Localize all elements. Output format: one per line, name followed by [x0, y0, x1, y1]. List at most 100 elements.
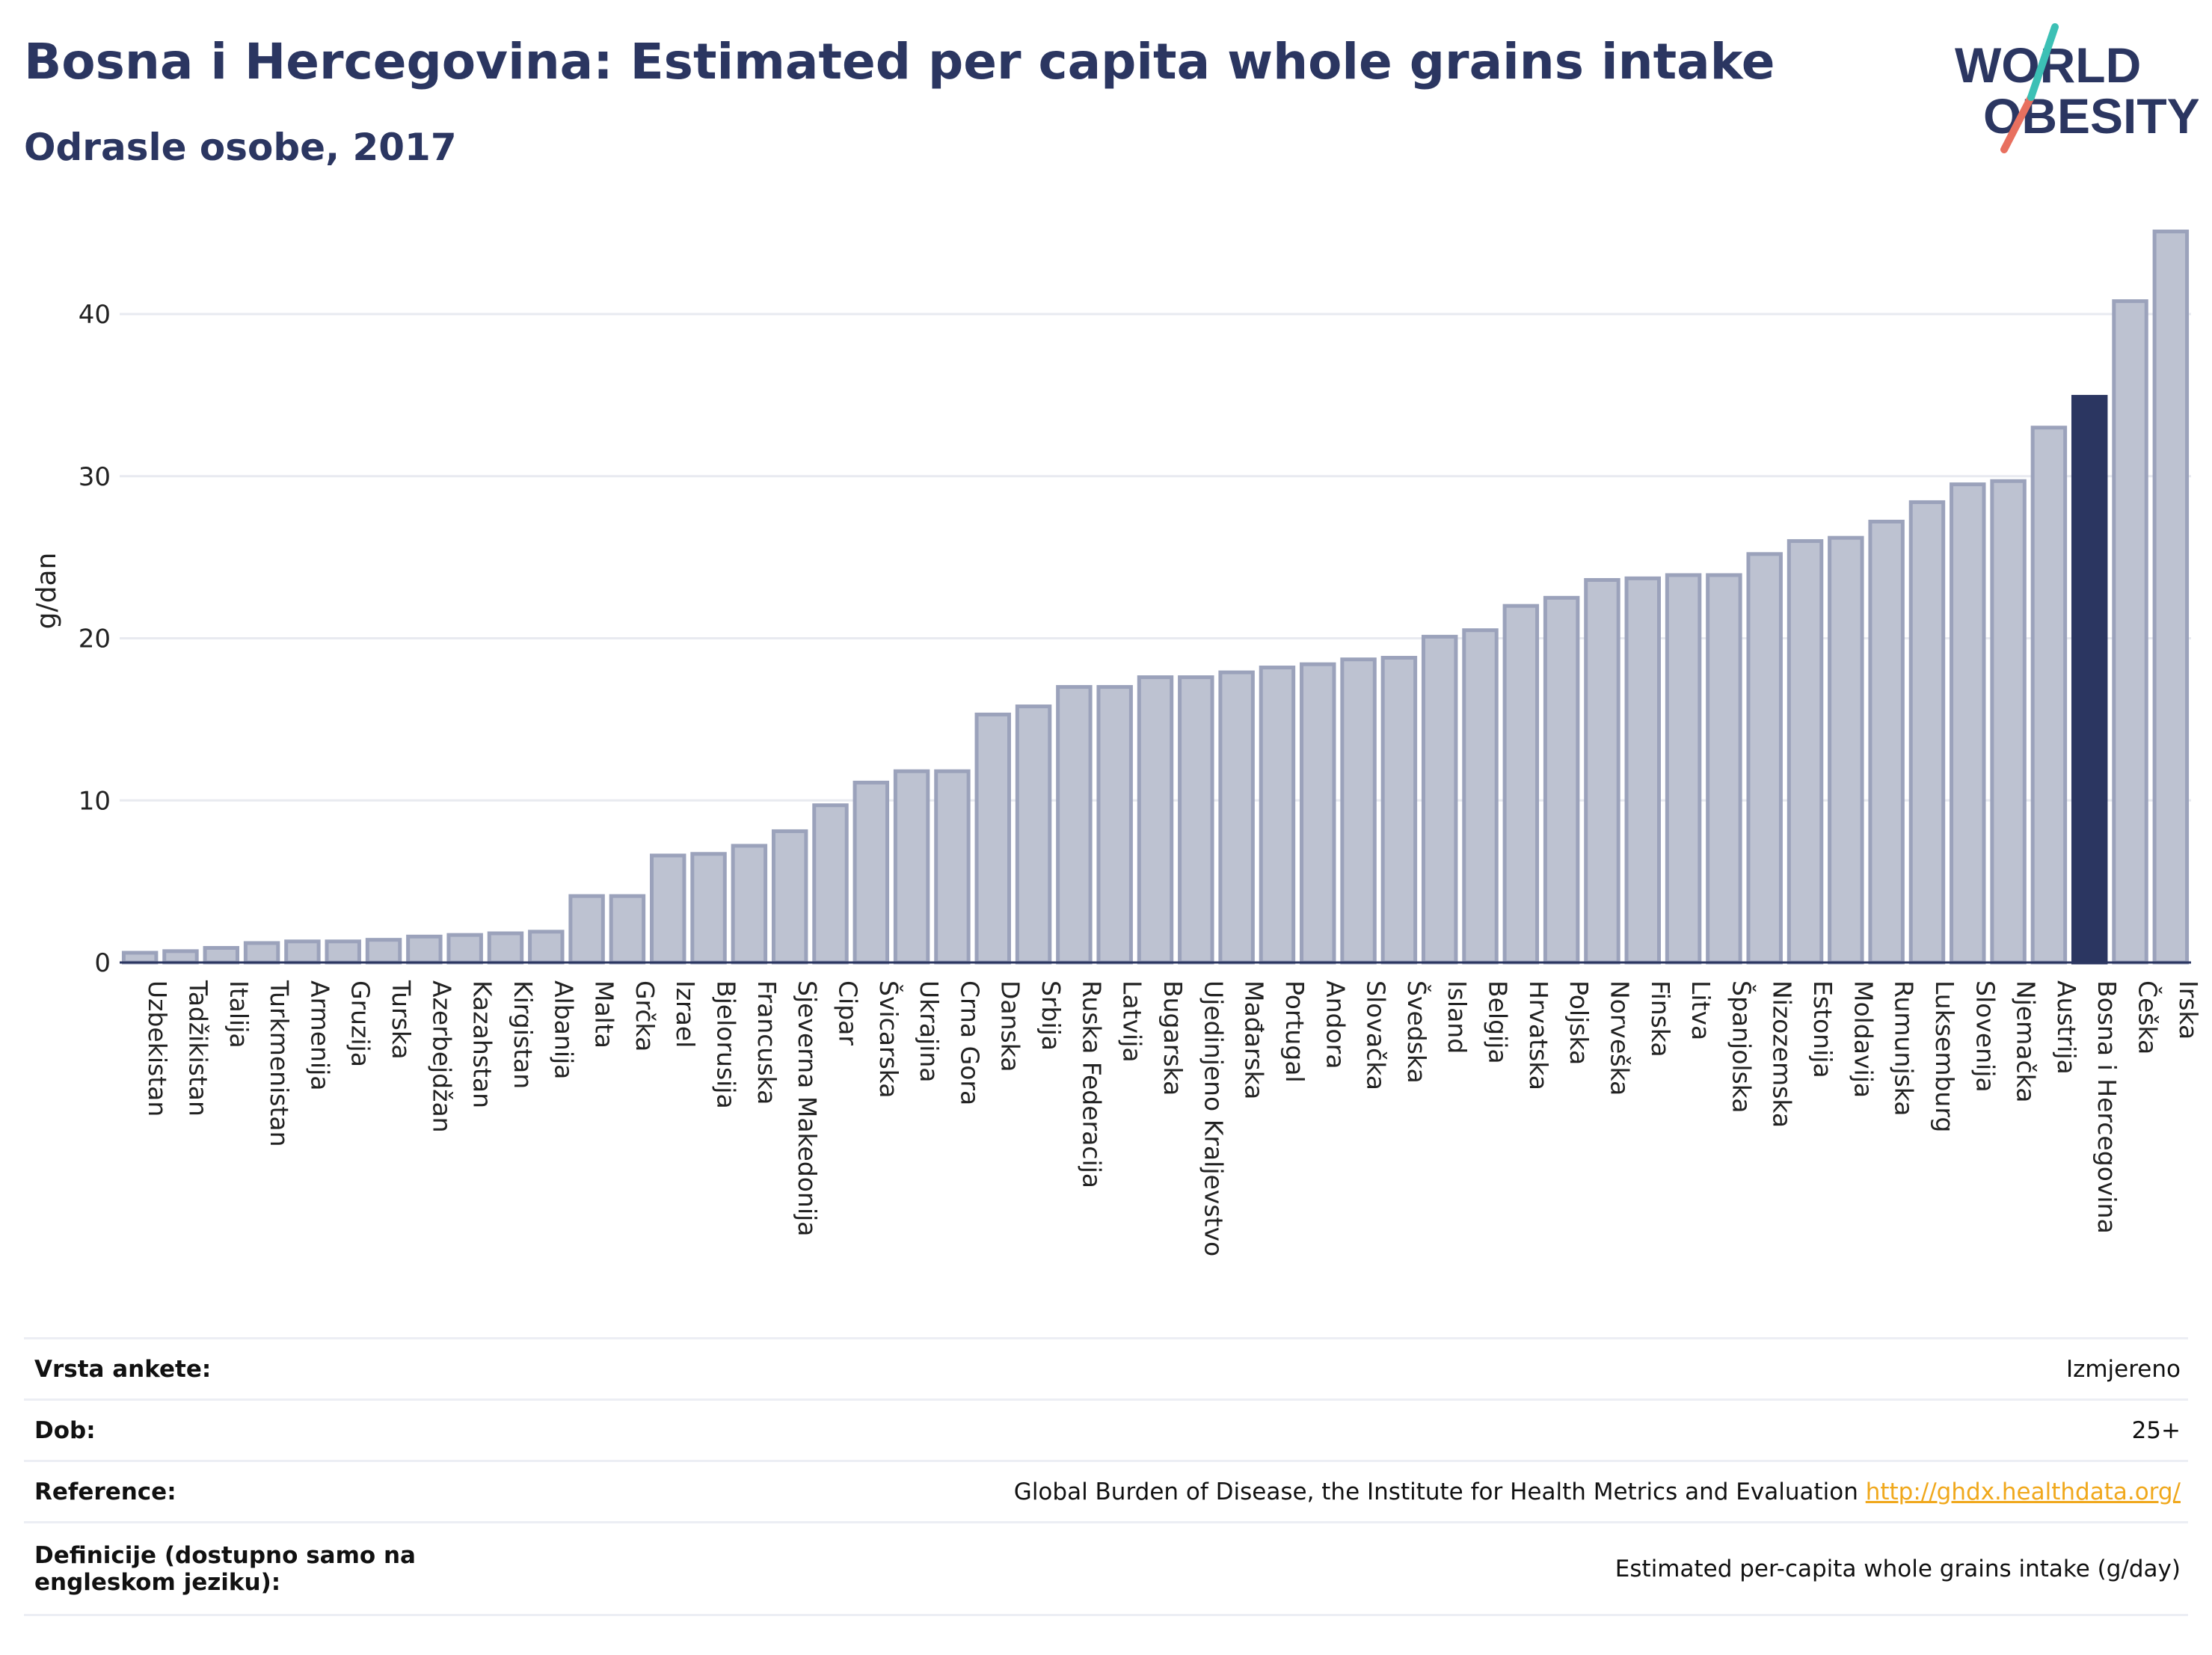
- info-row-reference: Reference: Global Burden of Disease, the…: [24, 1462, 2188, 1523]
- x-tick-label: Portugal: [1280, 980, 1309, 1083]
- x-tick-label: Nizozemska: [1768, 980, 1797, 1128]
- bar: [1706, 573, 1742, 965]
- bar: [650, 853, 686, 965]
- x-tick-label: Austrija: [2052, 980, 2081, 1075]
- bar: [812, 803, 849, 965]
- info-key: Vrsta ankete:: [34, 1355, 212, 1383]
- bar: [1624, 576, 1661, 965]
- info-value: 25+: [2131, 1416, 2181, 1444]
- bar: [2152, 230, 2190, 965]
- x-tick-label: Turkmenistan: [265, 980, 294, 1147]
- y-tick-label: 40: [79, 300, 111, 330]
- x-tick-label: Švicarska: [874, 980, 904, 1099]
- bar: [974, 712, 1011, 965]
- y-tick-label: 20: [79, 624, 111, 654]
- info-row-definition: Definicije (dostupno samo na engleskom j…: [24, 1523, 2188, 1616]
- reference-link[interactable]: http://ghdx.healthdata.org/: [1865, 1478, 2181, 1505]
- x-tick-label: Moldavija: [1849, 980, 1878, 1098]
- bar: [1868, 519, 1905, 965]
- bar: [406, 934, 443, 965]
- x-tick-label: Latvija: [1118, 980, 1147, 1063]
- info-key: Dob:: [34, 1416, 96, 1444]
- bar: [568, 894, 605, 965]
- x-tick-label: Hrvatska: [1524, 980, 1553, 1090]
- bar: [1137, 675, 1174, 965]
- x-tick-label: Finska: [1646, 980, 1675, 1057]
- x-tick-label: Italija: [224, 980, 254, 1048]
- y-axis-label: g/dan: [31, 553, 62, 630]
- x-tick-label: Srbija: [1036, 980, 1066, 1051]
- x-tick-label: Grčka: [630, 980, 660, 1051]
- y-tick-label: 10: [79, 786, 111, 816]
- bar: [1665, 573, 1702, 965]
- x-tick-label: Gruzija: [346, 980, 375, 1067]
- bar: [731, 844, 768, 965]
- bar: [1462, 628, 1499, 965]
- bar: [1908, 500, 1946, 965]
- x-tick-label: Slovačka: [1362, 980, 1391, 1090]
- x-tick-label: Tadžikistan: [183, 980, 212, 1117]
- x-tick-label: Cipar: [833, 980, 862, 1045]
- bar: [1015, 704, 1052, 965]
- x-tick-label: Andora: [1321, 980, 1350, 1069]
- x-tick-label: Francuska: [752, 980, 781, 1105]
- info-value: Izmjereno: [2065, 1355, 2181, 1383]
- bar: [1950, 482, 1986, 965]
- y-tick-label: 30: [79, 462, 111, 492]
- bar: [1828, 535, 1864, 965]
- x-tick-label: Bosna i Hercegovina: [2092, 980, 2122, 1234]
- bar: [446, 933, 483, 965]
- bar: [2112, 299, 2148, 965]
- bar: [1502, 604, 1540, 965]
- info-key: Reference:: [34, 1478, 176, 1505]
- x-tick-label: Armenija: [305, 980, 334, 1091]
- bar: [1178, 675, 1214, 965]
- x-tick-label: Norveška: [1605, 980, 1634, 1096]
- x-tick-label: Mađarska: [1240, 980, 1269, 1099]
- x-tick-label: Poljska: [1564, 980, 1594, 1065]
- x-tick-label: Češka: [2133, 980, 2163, 1054]
- page-subtitle: Odrasle osobe, 2017: [24, 126, 457, 169]
- x-tick-label: Litva: [1686, 980, 1715, 1040]
- info-value: Global Burden of Disease, the Institute …: [1014, 1479, 2181, 1505]
- x-tick-label: Ujedinjeno Kraljevstvo: [1199, 980, 1228, 1256]
- bar: [1543, 595, 1580, 965]
- x-tick-label: Estonija: [1808, 980, 1837, 1078]
- world-obesity-logo: WORLD OBESITY: [1944, 21, 2200, 163]
- bar: [1259, 666, 1296, 965]
- x-tick-label: Kirgistan: [509, 980, 538, 1089]
- x-tick-label: Ruska Federacija: [1077, 980, 1106, 1188]
- bar: [365, 938, 402, 965]
- x-tick-label: Španjolska: [1727, 980, 1757, 1114]
- bar: [1218, 670, 1255, 965]
- x-tick-label: Sjeverna Makedonija: [793, 980, 822, 1236]
- bar: [1300, 662, 1336, 965]
- bar: [1340, 657, 1377, 965]
- bar: [487, 931, 524, 965]
- y-tick-label: 0: [94, 948, 111, 978]
- x-tick-label: Bugarska: [1158, 980, 1188, 1096]
- reference-text: Global Burden of Disease, the Institute …: [1013, 1478, 1858, 1505]
- bar: [771, 829, 808, 965]
- info-table: Vrsta ankete: Izmjereno Dob: 25+ Referen…: [24, 1337, 2188, 1616]
- bar: [1990, 479, 2027, 965]
- bar: [609, 894, 646, 965]
- x-tick-label: Belgija: [1484, 980, 1513, 1064]
- bar: [934, 769, 971, 965]
- bar: [203, 945, 240, 965]
- info-value: Estimated per-capita whole grains intake…: [1615, 1555, 2181, 1582]
- page-title: Bosna i Hercegovina: Estimated per capit…: [24, 33, 1775, 90]
- bar: [243, 941, 280, 965]
- x-tick-label: Rumunjska: [1890, 980, 1919, 1116]
- x-tick-label: Izrael: [671, 980, 700, 1048]
- bar: [1787, 538, 1824, 965]
- x-tick-label: Turska: [387, 980, 416, 1060]
- bar: [121, 951, 159, 965]
- x-tick-label: Crna Gora: [955, 980, 984, 1105]
- info-row-survey-type: Vrsta ankete: Izmjereno: [24, 1339, 2188, 1401]
- bar: [1096, 685, 1133, 965]
- x-tick-label: Irska: [2174, 980, 2203, 1040]
- x-tick-label: Slovenija: [1970, 980, 2000, 1093]
- bar: [1380, 656, 1418, 965]
- x-tick-label: Malta: [590, 980, 619, 1048]
